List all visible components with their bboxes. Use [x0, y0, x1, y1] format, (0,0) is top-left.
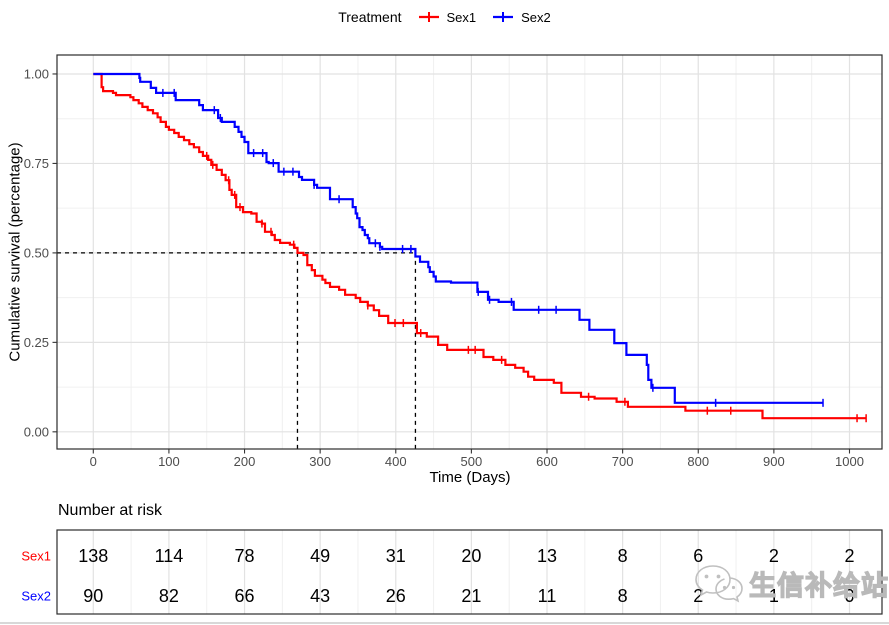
risk-value-sex2-400: 26	[386, 586, 406, 606]
x-tick-label-100: 100	[158, 454, 180, 469]
risk-value-sex2-200: 66	[235, 586, 255, 606]
x-tick-label-1000: 1000	[835, 454, 864, 469]
legend-title: Treatment	[338, 9, 402, 25]
risk-value-sex2-0: 90	[83, 586, 103, 606]
risk-value-sex1-700: 8	[618, 546, 628, 566]
risk-value-sex2-700: 8	[618, 586, 628, 606]
x-axis-title: Time (Days)	[429, 469, 511, 486]
risk-value-sex1-800: 6	[693, 546, 703, 566]
risk-value-sex1-600: 13	[537, 546, 557, 566]
risk-value-sex1-1000: 2	[844, 546, 854, 566]
risk-value-sex1-200: 78	[235, 546, 255, 566]
bottom-divider	[0, 622, 889, 624]
median-reference-lines	[57, 252, 417, 449]
risk-value-sex1-300: 49	[310, 546, 330, 566]
risk-value-sex2-600: 11	[538, 586, 557, 606]
legend-item-sex1: Sex1	[417, 9, 477, 25]
axis-ticks	[52, 73, 851, 454]
y-tick-label-0.50: 0.50	[24, 245, 49, 260]
risk-row-label-sex2: Sex2	[21, 589, 51, 604]
risk-value-sex1-900: 2	[769, 546, 779, 566]
km-curve-sex1	[93, 72, 867, 423]
risk-value-sex2-100: 82	[159, 586, 179, 606]
survival-curve-sex1	[93, 72, 867, 420]
legend-item-sex2: Sex2	[491, 10, 551, 25]
risk-value-sex2-1000: 0	[844, 586, 854, 606]
risk-value-sex1-500: 20	[461, 546, 481, 566]
legend-item-label: Sex1	[446, 9, 477, 25]
risk-value-sex2-900: 1	[769, 586, 779, 606]
y-tick-label-0.00: 0.00	[24, 424, 49, 439]
risk-value-sex2-800: 2	[693, 586, 703, 606]
y-tick-label-1.00: 1.00	[24, 66, 49, 81]
risk-value-sex2-500: 21	[461, 586, 481, 606]
legend: Treatment Sex1 Sex2	[0, 9, 889, 25]
x-tick-label-200: 200	[234, 454, 256, 469]
risk-value-sex1-0: 138	[78, 546, 108, 566]
x-tick-label-900: 900	[763, 454, 785, 469]
watermark: 生信补给站	[692, 560, 889, 606]
risk-panel	[57, 530, 882, 614]
risk-value-sex2-300: 43	[310, 586, 330, 606]
sex1-key-icon	[418, 12, 439, 22]
sex2-key-icon	[493, 12, 514, 22]
x-tick-label-600: 600	[536, 454, 558, 469]
x-tick-label-400: 400	[385, 454, 407, 469]
plot-panel	[57, 55, 882, 449]
risk-table-title: Number at risk	[58, 502, 163, 519]
watermark-text: 生信补给站	[748, 570, 889, 601]
axis-tick-labels: 0 100 200 300 400 500 600 700 800 900 1000 0.00 0.25…	[24, 66, 864, 469]
km-curve-sex2	[93, 72, 824, 407]
plot-panel-border	[56, 54, 883, 450]
risk-value-sex1-400: 31	[386, 546, 406, 566]
x-tick-label-800: 800	[687, 454, 709, 469]
risk-panel-border	[56, 529, 883, 615]
legend-item-label: Sex2	[521, 9, 551, 25]
survival-curve-sex2	[93, 72, 823, 404]
y-tick-label-0.75: 0.75	[24, 156, 49, 171]
x-tick-label-300: 300	[309, 454, 331, 469]
y-axis-title: Cumulative survival (percentage)	[6, 142, 24, 362]
x-tick-label-700: 700	[612, 454, 634, 469]
x-tick-label-0: 0	[90, 454, 97, 469]
risk-value-sex1-100: 114	[155, 546, 184, 566]
x-tick-label-500: 500	[461, 454, 483, 469]
wechat-icon	[695, 565, 743, 603]
risk-row-label-sex1: Sex1	[21, 549, 51, 564]
y-tick-label-0.25: 0.25	[24, 335, 49, 350]
minor-gridlines	[57, 55, 882, 614]
